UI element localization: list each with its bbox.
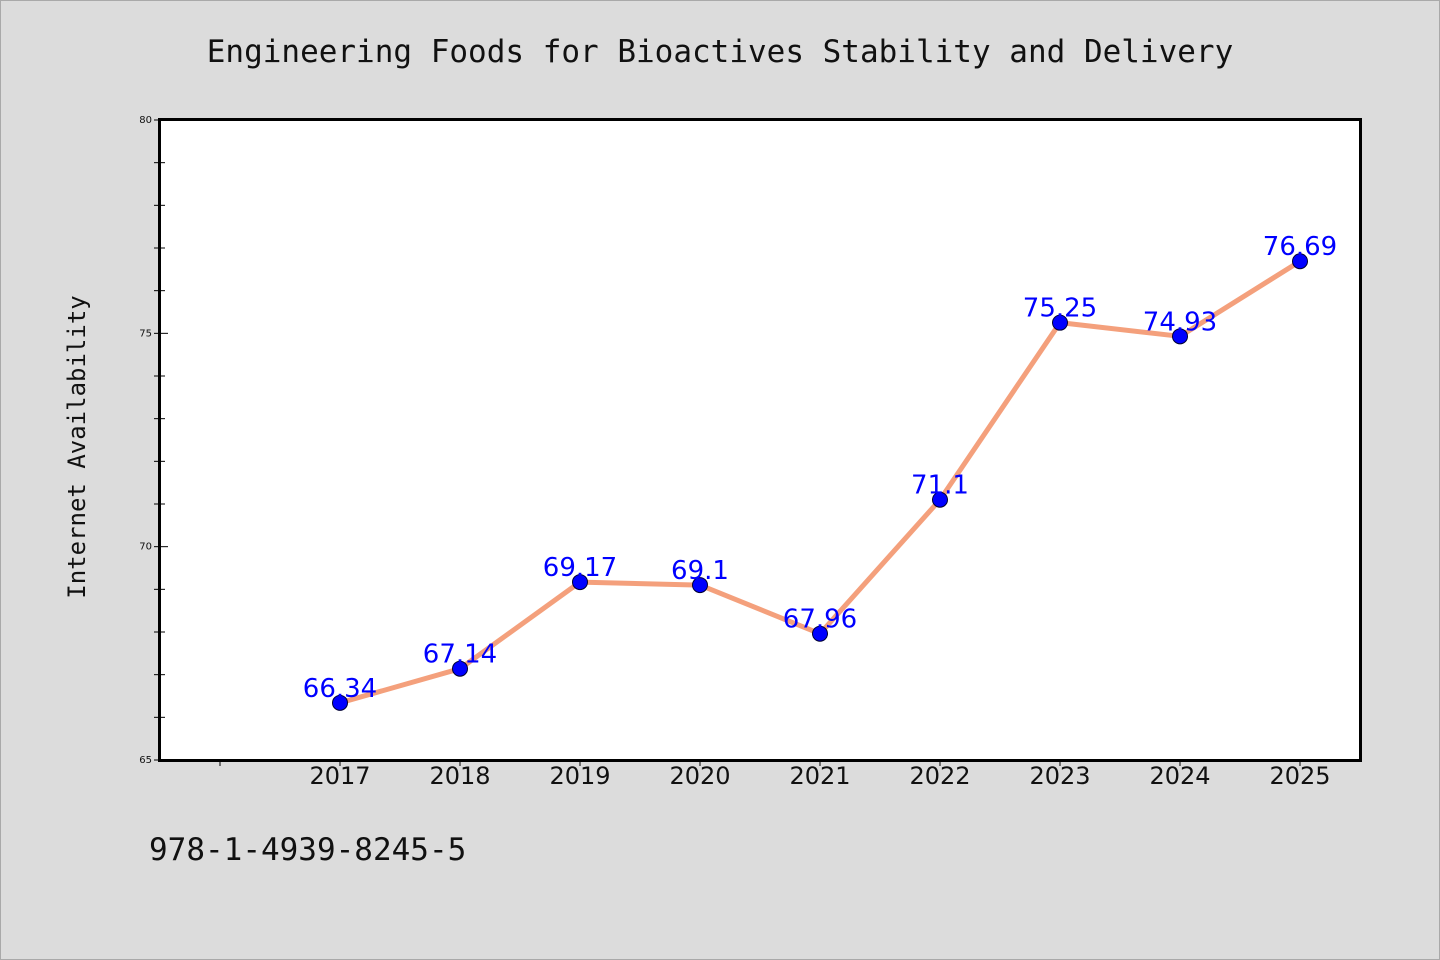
data-point	[452, 660, 468, 677]
data-point	[812, 625, 828, 642]
x-tick-label: 2024	[1149, 762, 1210, 790]
data-label: 66.34	[303, 674, 377, 704]
data-point	[692, 577, 708, 594]
x-tick-label: 2019	[549, 762, 610, 790]
x-tick-label: 2025	[1269, 762, 1330, 790]
y-tick-label: 80	[139, 115, 152, 126]
x-tick-label: 2022	[909, 762, 970, 790]
y-tick-label: 70	[139, 542, 152, 553]
data-label: 69.17	[543, 553, 617, 583]
data-point	[1052, 314, 1068, 331]
x-tick-label: 2021	[789, 762, 850, 790]
data-label: 69.1	[671, 556, 729, 586]
data-point	[572, 574, 588, 591]
data-label: 71.1	[911, 471, 969, 501]
y-tick-label: 65	[139, 755, 152, 766]
x-tick-label: 2017	[309, 762, 370, 790]
y-tick-label: 75	[139, 328, 152, 339]
x-tick-label: 2023	[1029, 762, 1090, 790]
data-label: 76.69	[1263, 232, 1337, 262]
data-label: 75.25	[1023, 294, 1097, 324]
data-label: 67.14	[423, 640, 497, 670]
data-point	[932, 491, 948, 508]
x-tick-label: 2018	[429, 762, 490, 790]
x-tick-label: 2020	[669, 762, 730, 790]
chart-title: Engineering Foods for Bioactives Stabili…	[206, 34, 1234, 70]
x-axis: 2017 2018 2019 2020 2021 2022 2023 2024 2025	[219, 760, 1331, 790]
data-point	[1292, 253, 1308, 270]
data-label: 74.93	[1143, 307, 1217, 337]
y-axis: 65 70 75 80	[139, 115, 168, 766]
data-markers	[332, 253, 1308, 711]
data-labels: 66.34 67.14 69.17 69.1 67.96 71.1 75.25 74.93 76…	[303, 232, 1337, 704]
footer-isbn: 978-1-4939-8245-5	[149, 832, 467, 868]
data-label: 67.96	[783, 605, 857, 635]
data-point	[1172, 328, 1188, 345]
data-point	[332, 694, 348, 711]
plot-area	[158, 118, 1362, 762]
